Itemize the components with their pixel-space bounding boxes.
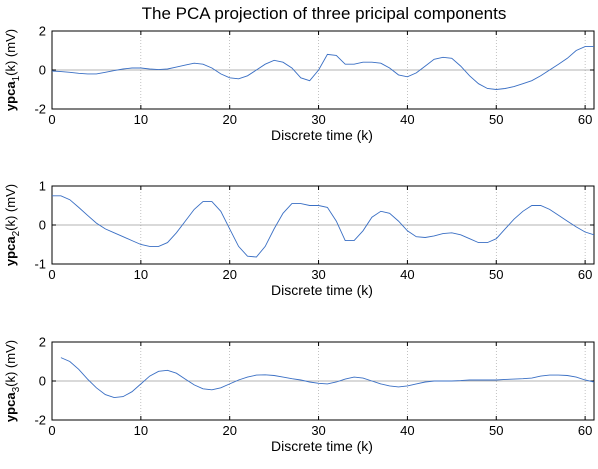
y-axis-label-subscript: 1 xyxy=(11,75,22,81)
x-tick-label: 0 xyxy=(48,112,55,127)
y-axis-label-main: ypca xyxy=(3,392,18,422)
y-tick-label: -2 xyxy=(34,413,46,428)
series-line-2 xyxy=(52,195,595,258)
y-axis-label-main: ypca xyxy=(3,81,18,111)
y-tick-label: 2 xyxy=(39,335,46,350)
y-tick-label: -2 xyxy=(34,102,46,117)
y-tick-label: 2 xyxy=(39,24,46,39)
y-tick-label: 0 xyxy=(39,374,46,389)
x-tick-label: 20 xyxy=(222,267,236,282)
x-tick-label: 30 xyxy=(311,112,325,127)
y-axis-label-subscript: 2 xyxy=(11,230,22,236)
y-tick-label: 0 xyxy=(39,218,46,233)
x-tick-label: 10 xyxy=(134,423,148,438)
x-axis-label: Discrete time (k) xyxy=(271,282,373,298)
x-axis-label: Discrete time (k) xyxy=(271,127,373,143)
x-tick-label: 60 xyxy=(578,267,592,282)
y-axis-label: ypca1(k) (mV) xyxy=(3,29,22,111)
y-axis-label-units: (k) (mV) xyxy=(3,340,18,387)
y-axis-label-subscript: 3 xyxy=(11,386,22,392)
x-tick-label: 50 xyxy=(489,423,503,438)
series-line-1 xyxy=(51,46,594,90)
x-tick-label: 20 xyxy=(222,423,236,438)
y-axis-label: ypca2(k) (mV) xyxy=(3,184,22,266)
y-axis-label-units: (k) (mV) xyxy=(3,184,18,231)
y-tick-label: -1 xyxy=(34,257,46,272)
y-axis-label: ypca3(k) (mV) xyxy=(3,340,22,422)
x-tick-label: 20 xyxy=(222,112,236,127)
y-axis-label-units: (k) (mV) xyxy=(3,29,18,76)
x-tick-label: 40 xyxy=(400,423,414,438)
x-tick-label: 60 xyxy=(578,423,592,438)
x-tick-label: 10 xyxy=(134,112,148,127)
x-tick-label: 50 xyxy=(489,267,503,282)
x-tick-label: 0 xyxy=(48,267,55,282)
x-axis-label: Discrete time (k) xyxy=(271,438,373,454)
x-tick-label: 10 xyxy=(134,267,148,282)
figure-title: The PCA projection of three pricipal com… xyxy=(142,4,507,23)
x-tick-label: 40 xyxy=(400,112,414,127)
x-tick-label: 50 xyxy=(489,112,503,127)
y-tick-label: 0 xyxy=(39,63,46,78)
x-tick-label: 40 xyxy=(400,267,414,282)
x-tick-label: 30 xyxy=(311,267,325,282)
x-tick-label: 0 xyxy=(48,423,55,438)
y-tick-label: 1 xyxy=(39,179,46,194)
series-line-3 xyxy=(60,357,595,399)
x-tick-label: 30 xyxy=(311,423,325,438)
x-tick-label: 60 xyxy=(578,112,592,127)
y-axis-label-main: ypca xyxy=(3,236,18,266)
